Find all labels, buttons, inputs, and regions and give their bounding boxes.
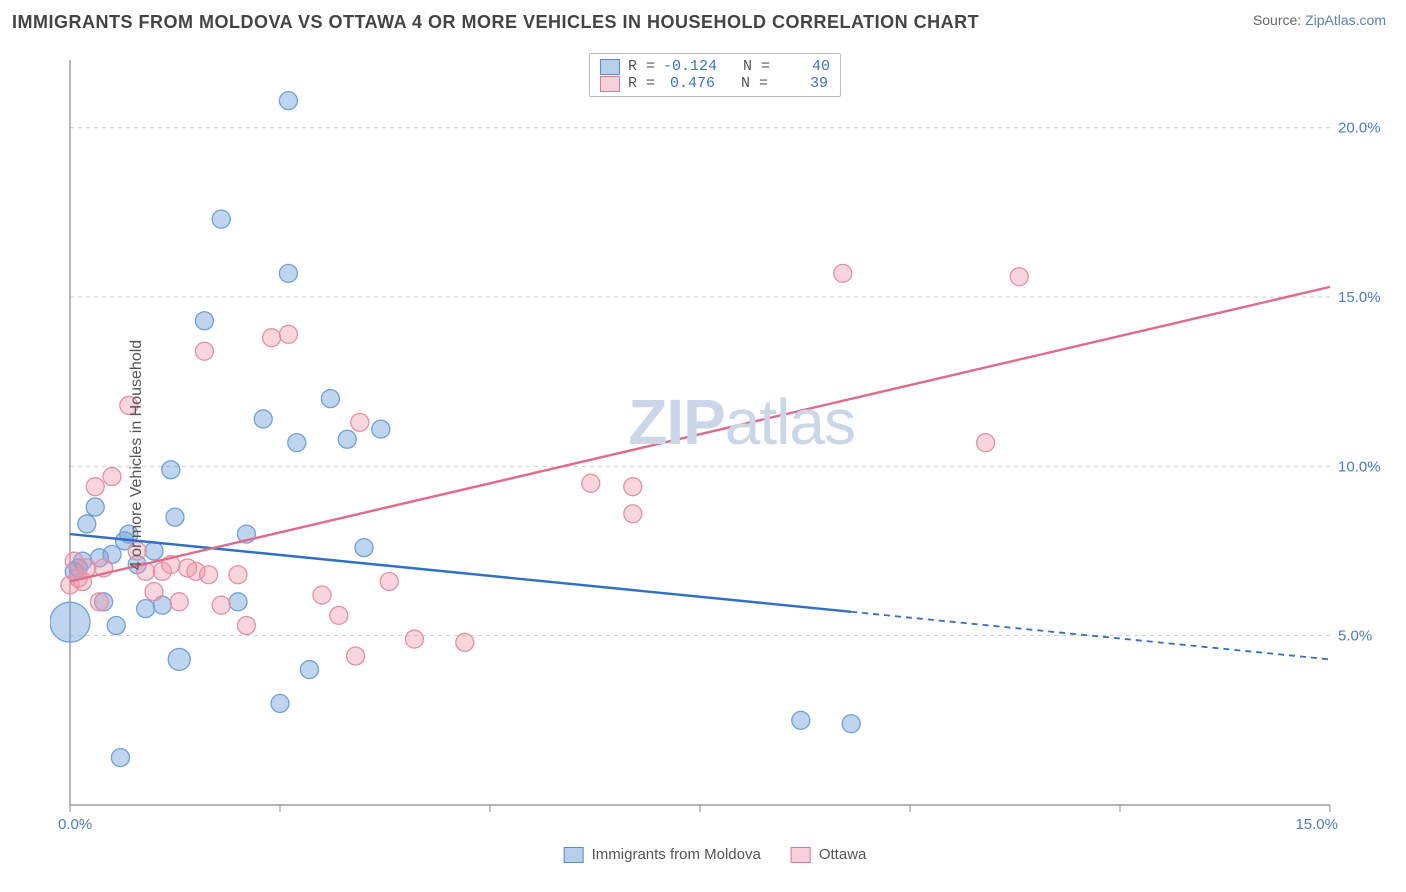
- legend-item-moldova: Immigrants from Moldova: [564, 846, 761, 863]
- svg-text:5.0%: 5.0%: [1338, 628, 1372, 645]
- source-credit: Source: ZipAtlas.com: [1253, 12, 1386, 28]
- scatter-plot: 5.0% 10.0% 15.0% 20.0% 0.0% 15.0%: [50, 45, 1380, 865]
- svg-text:15.0%: 15.0%: [1338, 289, 1380, 306]
- source-link[interactable]: ZipAtlas.com: [1305, 12, 1386, 28]
- series-legend: Immigrants from Moldova Ottawa: [564, 846, 867, 863]
- chart-title: IMMIGRANTS FROM MOLDOVA VS OTTAWA 4 OR M…: [12, 12, 979, 33]
- svg-text:20.0%: 20.0%: [1338, 120, 1380, 137]
- legend-row-ottawa: R =0.476 N =39: [600, 75, 830, 92]
- legend-item-ottawa: Ottawa: [791, 846, 867, 863]
- swatch-icon: [600, 76, 620, 92]
- swatch-icon: [600, 59, 620, 75]
- swatch-icon: [791, 847, 811, 863]
- swatch-icon: [564, 847, 584, 863]
- svg-text:10.0%: 10.0%: [1338, 458, 1380, 475]
- svg-text:0.0%: 0.0%: [58, 816, 92, 833]
- svg-text:15.0%: 15.0%: [1295, 816, 1338, 833]
- legend-row-moldova: R =-0.124 N =40: [600, 58, 830, 75]
- y-axis-label: 4 or more Vehicles in Household: [128, 340, 146, 570]
- correlation-legend: R =-0.124 N =40 R =0.476 N =39: [589, 53, 841, 97]
- chart-container: 4 or more Vehicles in Household ZIPatlas…: [50, 45, 1380, 865]
